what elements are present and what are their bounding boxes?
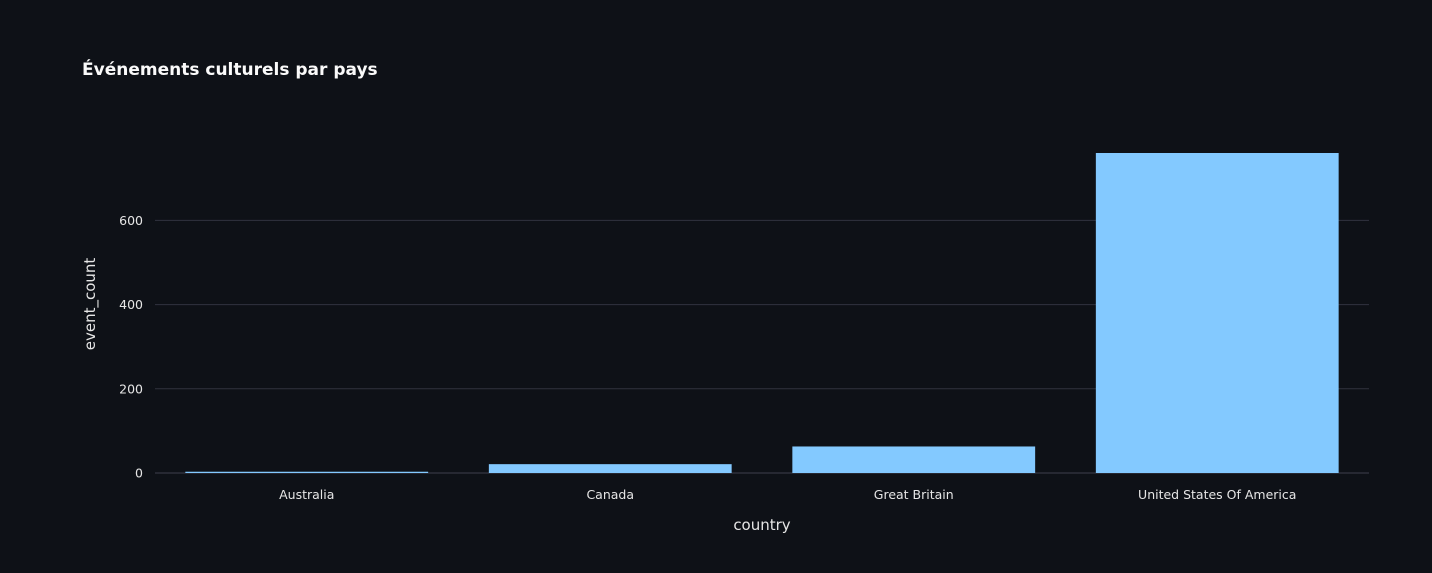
y-tick-label: 400 [119, 297, 143, 312]
y-axis-ticks: 0 200 400 600 [119, 213, 143, 481]
y-tick-label: 0 [135, 466, 143, 481]
x-axis-ticks: Australia Canada Great Britain United State… [279, 487, 1296, 502]
x-tick-label: Great Britain [874, 487, 954, 502]
y-tick-label: 600 [119, 213, 143, 228]
bar-great-britain[interactable] [792, 446, 1036, 473]
x-tick-label: Australia [279, 487, 334, 502]
bar-australia[interactable] [185, 471, 429, 473]
x-tick-label: Canada [586, 487, 634, 502]
x-tick-label: United States Of America [1138, 487, 1296, 502]
bar-canada[interactable] [488, 464, 732, 473]
bars [185, 153, 1339, 473]
bar-united-states-of-america[interactable] [1095, 153, 1339, 473]
y-axis-title: event_count [81, 258, 100, 351]
y-tick-label: 200 [119, 381, 143, 396]
x-axis-title: country [733, 516, 790, 534]
chart-title: Événements culturels par pays [82, 58, 378, 80]
